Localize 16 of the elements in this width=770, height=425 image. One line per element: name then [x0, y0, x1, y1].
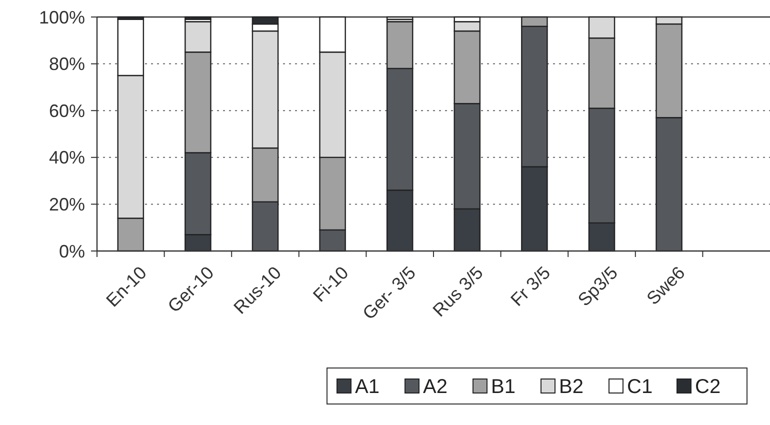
bar — [386, 16, 414, 20]
legend-label: C1 — [627, 376, 653, 398]
y-tick-label: 40% — [48, 148, 85, 168]
y-tick-label: 0% — [58, 241, 85, 262]
x-tick-label: Ger- 3/5 — [358, 262, 420, 324]
x-tick-label: Rus 3/5 — [428, 262, 487, 321]
y-tick-label: 20% — [48, 194, 85, 214]
x-tick-label: Fr 3/5 — [506, 262, 554, 310]
y-tick-label: 100% — [38, 7, 85, 28]
legend-label: C2 — [695, 376, 721, 398]
legend-label: A1 — [355, 376, 380, 398]
legend-label: A2 — [423, 376, 448, 398]
legend-label: B1 — [491, 376, 516, 398]
y-tick-label: 80% — [48, 54, 85, 74]
legend-label: B2 — [559, 376, 584, 398]
y-tick-label: 60% — [48, 100, 85, 121]
